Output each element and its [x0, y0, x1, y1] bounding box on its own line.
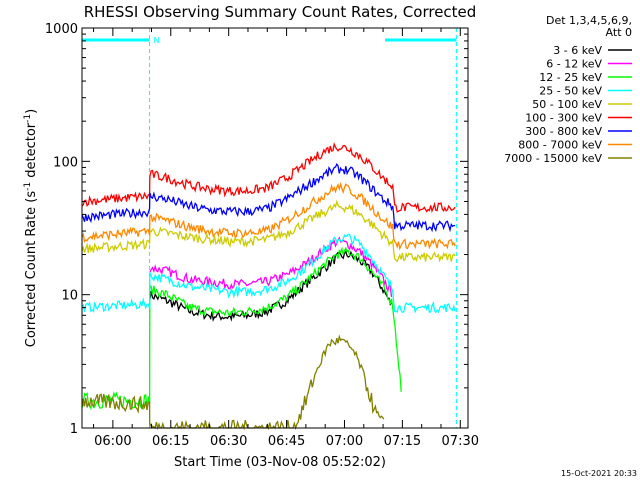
series-line-4: [81, 199, 456, 263]
y-axis-label-sup2: -1: [23, 114, 33, 123]
x-tick-label-3: 06:45: [268, 434, 305, 449]
night-label-0: N: [154, 36, 160, 45]
data-layer: N: [81, 28, 457, 431]
y-axis-label-unit: detector: [24, 122, 39, 182]
x-tick-label-5: 07:15: [384, 434, 421, 449]
series-line-7: [81, 181, 456, 251]
series-line-5: [81, 142, 456, 214]
y-axis-label-close: ): [24, 109, 39, 114]
legend-label-8: 7000 - 15000 keV: [504, 152, 602, 165]
legend-label-3: 25 - 50 keV: [539, 85, 602, 98]
series-line-3: [81, 233, 456, 314]
legend-label-1: 6 - 12 keV: [546, 58, 602, 71]
legend-label-0: 3 - 6 keV: [553, 44, 602, 57]
series-line-8: [81, 334, 385, 431]
legend-label-4: 50 - 100 keV: [532, 98, 602, 111]
y-tick-label-1: 10: [61, 289, 78, 304]
legend-label-6: 300 - 800 keV: [525, 125, 602, 138]
legend-label-7: 800 - 7000 keV: [518, 139, 602, 152]
legend-label-2: 12 - 25 keV: [539, 71, 602, 84]
series-line-6: [81, 163, 456, 233]
x-tick-label-2: 06:30: [210, 434, 247, 449]
y-tick-label-3: 1000: [45, 22, 78, 37]
y-axis-label: Corrected Count Rate (s-1 detector-1): [23, 109, 39, 347]
plot-frame: [81, 27, 469, 429]
chart-title: RHESSI Observing Summary Count Rates, Co…: [84, 3, 477, 21]
series-line-1: [149, 236, 393, 297]
legend-header-1: Att 0: [606, 26, 632, 39]
x-tick-label-1: 06:15: [152, 434, 189, 449]
x-tick-label-4: 07:00: [326, 434, 363, 449]
axis-layer: 1 10 100 1000 06:00 06:15 06:30 06:45 07:00 07:15…: [45, 22, 479, 449]
y-tick-label-2: 100: [53, 155, 78, 170]
legend-header-0: Det 1,3,4,5,6,9,: [546, 14, 632, 27]
x-tick-label-0: 06:00: [94, 434, 131, 449]
y-axis-label-main: Corrected Count Rate (s: [24, 191, 39, 348]
legend-label-5: 100 - 300 keV: [525, 112, 602, 125]
footer-date: 15-Oct-2021 20:33: [561, 469, 637, 478]
x-tick-label-6: 07:30: [442, 434, 479, 449]
y-tick-label-0: 1: [70, 422, 78, 437]
y-axis-label-sup: -1: [23, 182, 33, 191]
x-axis-label: Start Time (03-Nov-08 05:52:02): [174, 455, 386, 470]
